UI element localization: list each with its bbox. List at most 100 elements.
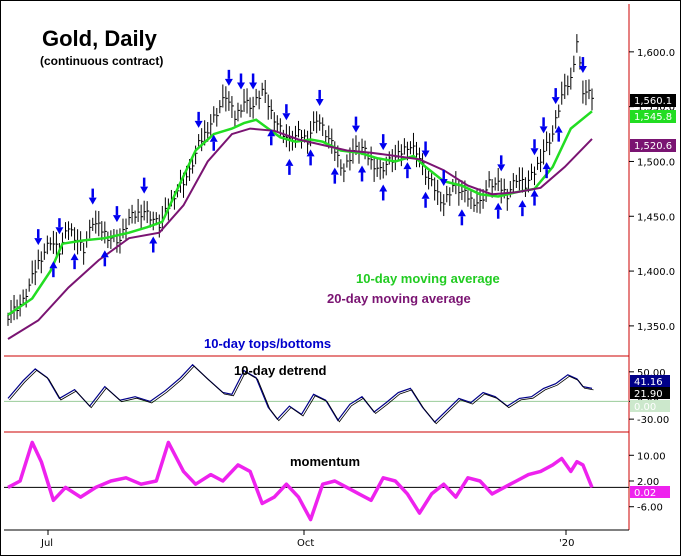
top-arrow-icon-head: [249, 82, 258, 90]
top-arrow-icon-head: [530, 148, 539, 156]
top-arrow-icon: [88, 188, 97, 205]
top-arrow-icon: [194, 111, 203, 128]
detrend-badge-2-text: 21.90: [634, 389, 663, 400]
bottom-arrow-icon: [267, 129, 276, 146]
ma10-badge: [630, 110, 676, 123]
bottom-arrow-icon-head: [403, 162, 412, 170]
momentum-line: [7, 440, 594, 522]
top-arrow-icon-head: [497, 164, 506, 172]
bottom-arrow-icon-head: [457, 209, 466, 217]
ma20-badge-text: 1,520.6: [634, 141, 672, 152]
bottom-arrow-icon-head: [530, 189, 539, 197]
bottom-arrow-icon-head: [518, 200, 527, 208]
chart-subtitle: (continuous contract): [40, 54, 163, 68]
bottom-arrow-icon: [209, 134, 218, 151]
top-arrow-icon: [439, 169, 448, 186]
price-y-tick-label: 1,500.0: [637, 157, 675, 168]
bottom-arrow-icon: [285, 158, 294, 175]
momentum-badge: [630, 486, 670, 498]
bottom-arrow-icon: [457, 209, 466, 226]
bottom-arrow-icon: [494, 202, 503, 219]
top-arrow-icon-head: [578, 66, 587, 74]
top-arrow-icon: [578, 57, 587, 74]
top-arrow-icon-head: [55, 227, 64, 235]
top-arrow-icon: [539, 117, 548, 134]
price-y-tick-label: 1,400.0: [637, 267, 675, 278]
top-arrow-icon-head: [224, 78, 233, 86]
price-y-tick-label: 1,350.0: [637, 322, 675, 333]
top-arrow-icon: [351, 116, 360, 133]
detrend-y-tick-label: -30.00: [637, 415, 669, 426]
chart-title: Gold, Daily: [42, 26, 158, 51]
bottom-arrow-icon: [518, 200, 527, 217]
detrend-y-tick-label: 50.00: [637, 368, 666, 379]
detrend-badge-2: [630, 387, 670, 399]
bottom-arrow-icon: [530, 189, 539, 206]
top-arrow-icon-head: [351, 125, 360, 133]
top-arrow-icon: [282, 104, 291, 121]
price-badge: [630, 94, 676, 107]
bottom-arrow-icon: [100, 250, 109, 267]
bottom-arrow-icon-head: [100, 250, 109, 258]
momentum-panel: [4, 440, 629, 522]
bottom-arrow-icon-head: [554, 125, 563, 133]
bottom-arrow-icon-head: [209, 134, 218, 142]
bottom-arrow-icon-head: [330, 167, 339, 175]
top-arrow-icon: [140, 177, 149, 194]
bottom-arrow-icon-head: [70, 253, 79, 261]
bottom-arrow-icon-head: [379, 184, 388, 192]
top-arrow-icon-head: [421, 150, 430, 158]
bottom-arrow-icon-head: [285, 158, 294, 166]
price-y-tick-label: 1,600.0: [637, 48, 675, 59]
bottom-arrow-icon: [70, 253, 79, 270]
top-arrow-icon-head: [194, 120, 203, 128]
top-arrow-icon-head: [236, 82, 245, 90]
ma20-annotation: 20-day moving average: [327, 291, 471, 306]
momentum-title: momentum: [290, 454, 360, 469]
bottom-arrow-icon-head: [542, 162, 551, 170]
bottom-arrow-icon: [403, 162, 412, 179]
detrend-badge-text: 41.16: [634, 377, 663, 388]
top-arrow-icon: [249, 73, 258, 90]
detrend-badge: [630, 375, 670, 387]
x-tick-label: '20: [559, 538, 574, 549]
top-arrow-icon: [379, 134, 388, 151]
price-panel: [7, 34, 594, 340]
top-arrow-icon: [530, 139, 539, 156]
x-tick-label: Jul: [40, 538, 53, 549]
top-arrow-icon-head: [551, 97, 560, 105]
ma20-badge: [630, 139, 676, 152]
bottom-arrow-icon-head: [149, 236, 158, 244]
top-arrow-icon-head: [112, 215, 121, 223]
bottom-arrow-icon: [542, 162, 551, 179]
top-arrow-icon: [315, 89, 324, 106]
top-arrow-icon-head: [379, 143, 388, 151]
top-arrow-icon: [421, 141, 430, 158]
price-y-tick-label: 1,450.0: [637, 212, 675, 223]
bottom-arrow-icon: [554, 125, 563, 142]
bottom-arrow-icon: [421, 191, 430, 208]
bottom-arrow-icon: [358, 165, 367, 182]
detrend-zero-badge: [630, 400, 670, 412]
bottom-arrow-icon-head: [49, 261, 58, 269]
detrend-zero-badge-text: 0.00: [634, 402, 656, 413]
momentum-y-tick-label: -6.00: [637, 503, 663, 514]
top-arrow-icon: [34, 229, 43, 246]
ma10-annotation: 10-day moving average: [356, 271, 500, 286]
x-tick-label: Oct: [297, 538, 314, 549]
ma20-line: [7, 127, 593, 340]
top-arrow-icon-head: [439, 178, 448, 186]
detrend-panel: [4, 363, 629, 425]
top-arrow-icon: [55, 218, 64, 235]
bottom-arrow-icon-head: [494, 202, 503, 210]
top-arrow-icon: [497, 155, 506, 172]
bottom-arrow-icon-head: [358, 165, 367, 173]
momentum-y-tick-label: 10.00: [637, 451, 666, 462]
bottom-arrow-icon: [49, 261, 58, 278]
top-arrow-icon: [551, 88, 560, 105]
ma10-badge-text: 1,545.8: [634, 112, 672, 123]
bottom-arrow-icon: [306, 149, 315, 166]
top-arrow-icon-head: [34, 238, 43, 246]
